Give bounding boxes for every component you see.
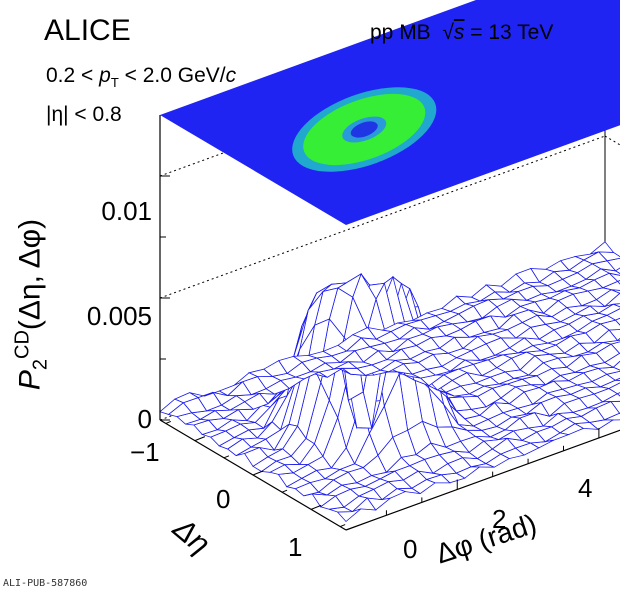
pt-subscript: T (110, 75, 119, 91)
eta-cut-label: |η| < 0.8 (46, 103, 122, 126)
phi-tick-label: 4 (578, 473, 593, 503)
z-gridline (159, 135, 606, 299)
z-title-sub: 2 (29, 358, 52, 371)
eta-tick (281, 489, 288, 493)
energy-text: = 13 TeV (470, 21, 554, 44)
s-variable: s (453, 21, 465, 44)
phi-tick-label: 0 (403, 534, 418, 564)
eta-tick-label: 0 (216, 484, 231, 514)
eta-tick (165, 420, 171, 424)
eta-tick (340, 524, 346, 528)
eta-tick (194, 436, 206, 442)
phi-tick-label: 2 (492, 504, 507, 534)
top-projection-map (160, 0, 620, 225)
pt-variable: p (99, 64, 111, 87)
z-axis-title: P2CD(Δη, Δφ) (12, 155, 53, 455)
z-title-arg: (Δη, Δφ) (13, 218, 47, 331)
phi-axis-line (345, 429, 620, 531)
eta-tick-label: 1 (288, 532, 303, 562)
system-text: pp MB (370, 21, 431, 44)
experiment-label: ALICE (44, 14, 131, 47)
pt-suffix: < 2.0 GeV/ (124, 64, 226, 87)
z-title-sup: CD (11, 330, 34, 359)
pt-c: c (225, 64, 237, 87)
surface-mesh (159, 241, 620, 523)
eta-tick (310, 504, 322, 510)
mesh-cell (159, 398, 185, 415)
mesh-cell (614, 267, 620, 275)
frame-front-lines (159, 115, 620, 531)
eta-tick (223, 455, 230, 459)
eta-tick (252, 470, 264, 476)
mesh-cell (589, 241, 615, 255)
z-tick-label: 0 (137, 404, 152, 434)
z-title-main: P (13, 370, 47, 391)
sqrt-symbol: √ (442, 21, 454, 44)
publication-id: ALI-PUB-587860 (3, 578, 88, 589)
pt-prefix: 0.2 < (46, 64, 94, 87)
collision-system-label: pp MB √s = 13 TeV (370, 21, 553, 45)
z-tick-label: 0.005 (86, 301, 152, 331)
ring-center-dip (350, 121, 378, 138)
eta-tick-label: −1 (130, 437, 160, 467)
z-gridline-side (604, 135, 620, 146)
pt-cut-label: 0.2 < pT < 2.0 GeV/c (46, 64, 236, 90)
z-tick-label: 0.01 (101, 196, 152, 226)
top-map-ring (292, 87, 437, 172)
